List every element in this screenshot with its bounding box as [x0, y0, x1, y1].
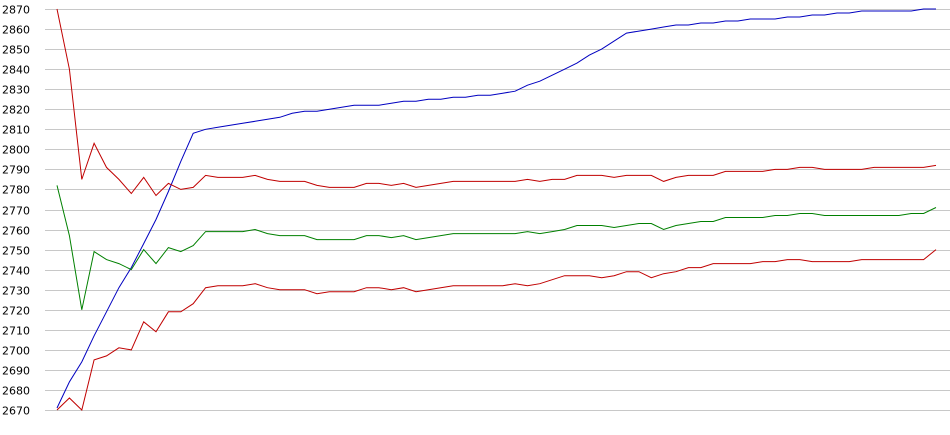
gridlines [45, 9, 950, 411]
y-tick-label: 2810 [2, 124, 30, 137]
y-tick-label: 2780 [2, 184, 30, 197]
y-tick-label: 2870 [2, 4, 30, 17]
y-tick-label: 2690 [2, 365, 30, 378]
series-lines [56, 8, 937, 411]
y-tick-label: 2770 [2, 205, 30, 218]
series-line-4 [56, 249, 937, 411]
series-line-3 [56, 185, 937, 310]
series-line-1 [56, 8, 936, 409]
y-tick-label: 2750 [2, 245, 30, 258]
series-line-2 [56, 8, 937, 197]
y-tick-label: 2710 [2, 325, 30, 338]
y-tick-label: 2820 [2, 104, 30, 117]
y-axis-tick-labels: 2670 2680 2690 2700 2710 2720 2730 2740 2750 2760… [2, 4, 30, 418]
y-tick-label: 2760 [2, 225, 30, 238]
y-tick-label: 2700 [2, 345, 30, 358]
y-tick-label: 2740 [2, 265, 30, 278]
y-tick-label: 2790 [2, 164, 30, 177]
y-tick-label: 2670 [2, 405, 30, 418]
y-tick-label: 2850 [2, 44, 30, 57]
y-tick-label: 2680 [2, 385, 30, 398]
y-tick-label: 2860 [2, 24, 30, 37]
y-tick-label: 2840 [2, 64, 30, 77]
y-tick-label: 2730 [2, 285, 30, 298]
y-tick-label: 2800 [2, 144, 30, 157]
y-tick-label: 2720 [2, 305, 30, 318]
y-tick-label: 2830 [2, 84, 30, 97]
